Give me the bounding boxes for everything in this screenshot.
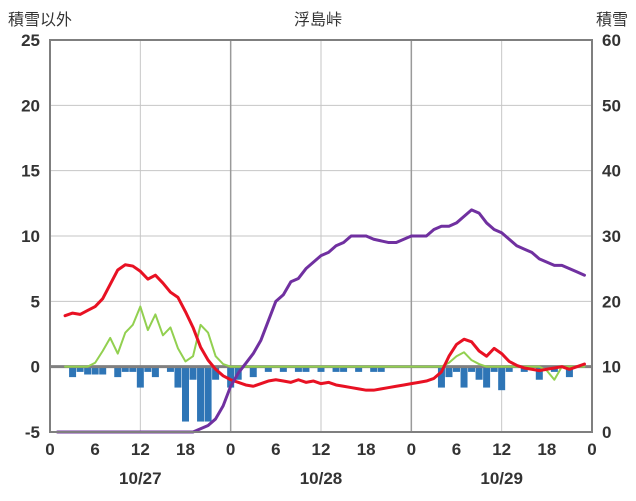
blue-bar xyxy=(227,366,235,388)
blue-bar xyxy=(475,366,483,380)
blue-bar xyxy=(249,366,257,378)
blue-bar xyxy=(121,366,129,372)
left-axis-tick: 5 xyxy=(31,292,40,311)
purple-line xyxy=(56,208,586,434)
right-axis-tick: 40 xyxy=(602,162,621,181)
blue-bar xyxy=(114,366,122,378)
blue-bar xyxy=(151,366,159,378)
blue-bar xyxy=(182,366,189,422)
blue-bar xyxy=(212,366,220,380)
left-axis-tick: 15 xyxy=(21,162,40,181)
x-axis-tick: 12 xyxy=(492,440,511,459)
blue-bar xyxy=(377,366,385,372)
left-axis-title: 積雪以外 xyxy=(8,12,73,29)
x-axis-tick: 6 xyxy=(90,440,99,459)
blue-bar xyxy=(565,366,573,378)
date-label: 10/29 xyxy=(480,469,523,488)
right-axis-tick: 10 xyxy=(602,358,621,377)
right-axis-tick: 0 xyxy=(602,423,611,442)
x-axis-tick: 18 xyxy=(357,440,376,459)
blue-bar xyxy=(166,366,174,372)
x-axis-tick: 6 xyxy=(452,440,461,459)
blue-bar xyxy=(460,366,468,388)
right-axis-tick: 50 xyxy=(602,96,621,115)
blue-bar xyxy=(302,366,310,372)
right-axis-tick: 20 xyxy=(602,292,621,311)
blue-bar xyxy=(370,366,378,372)
blue-bar xyxy=(99,366,107,375)
blue-bar xyxy=(445,366,453,378)
blue-bar xyxy=(294,366,302,372)
blue-bar xyxy=(189,366,197,380)
blue-bar xyxy=(535,366,543,380)
blue-bar xyxy=(197,366,205,422)
blue-bar xyxy=(468,366,476,372)
x-axis-tick: 12 xyxy=(312,440,331,459)
blue-bar xyxy=(332,366,340,372)
red-line xyxy=(63,263,586,392)
blue-bar xyxy=(490,366,498,372)
blue-bar xyxy=(136,366,144,388)
blue-bar xyxy=(453,366,460,372)
x-axis-tick: 0 xyxy=(587,440,596,459)
blue-bar xyxy=(483,366,491,388)
x-axis-tick: 0 xyxy=(226,440,235,459)
blue-bar xyxy=(505,366,513,372)
left-axis-tick: 20 xyxy=(21,96,40,115)
blue-bar xyxy=(437,366,445,388)
blue-bar xyxy=(84,366,92,375)
blue-bar xyxy=(340,366,348,372)
page-title: 浮島峠 xyxy=(293,12,342,29)
left-axis-tick: 25 xyxy=(21,31,40,50)
blue-bar xyxy=(76,366,84,372)
left-axis-tick: 10 xyxy=(21,227,40,246)
blue-bar xyxy=(69,366,77,378)
x-axis-tick: 18 xyxy=(537,440,556,459)
blue-bar xyxy=(204,366,212,422)
date-label: 10/27 xyxy=(119,469,162,488)
blue-bar xyxy=(317,366,325,372)
x-axis-tick: 6 xyxy=(271,440,280,459)
right-axis-title: 積雪 xyxy=(595,12,628,29)
blue-bar xyxy=(498,366,506,391)
green-line xyxy=(64,305,586,381)
x-axis-tick: 0 xyxy=(407,440,416,459)
x-axis-tick: 12 xyxy=(131,440,150,459)
blue-bar xyxy=(129,366,137,372)
blue-bar xyxy=(264,366,272,372)
blue-bar xyxy=(144,366,152,372)
x-axis-tick: 18 xyxy=(176,440,195,459)
left-axis-tick: -5 xyxy=(25,423,40,442)
date-label: 10/28 xyxy=(300,469,343,488)
blue-bar xyxy=(174,366,182,388)
right-axis-tick: 60 xyxy=(602,31,621,50)
blue-bar xyxy=(279,366,287,372)
x-axis-tick: 0 xyxy=(45,440,54,459)
right-axis-tick: 30 xyxy=(602,227,621,246)
left-axis-tick: 0 xyxy=(31,358,40,377)
plot-border xyxy=(49,39,593,433)
blue-bar xyxy=(91,366,99,375)
blue-bar xyxy=(355,366,363,372)
